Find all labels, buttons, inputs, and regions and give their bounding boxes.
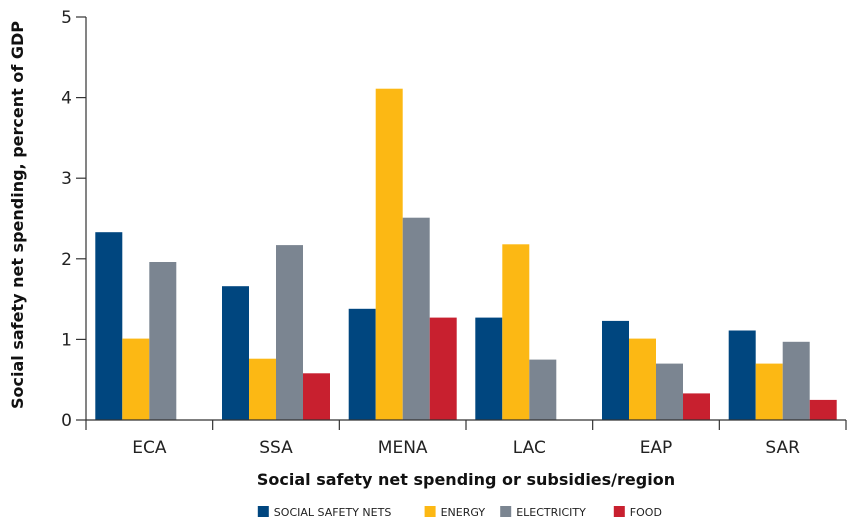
- bar-ssa-social-safety-nets: [222, 286, 249, 420]
- y-tick-label: 0: [61, 411, 72, 431]
- legend-label-social-safety-nets: SOCIAL SAFETY NETS: [274, 506, 392, 519]
- bar-eca-social-safety-nets: [95, 232, 123, 420]
- y-tick-label: 1: [61, 330, 72, 350]
- bar-eap-electricity: [656, 363, 683, 420]
- bar-mena-social-safety-nets: [348, 308, 376, 420]
- bar-eca-electricity: [149, 262, 177, 420]
- bar-eap-energy: [629, 338, 656, 420]
- bar-mena-food: [429, 317, 457, 420]
- bar-eap-food: [683, 393, 710, 420]
- x-tick-label-eap: EAP: [640, 438, 673, 458]
- x-tick-label-sar: SAR: [765, 438, 800, 458]
- x-tick-label-eca: ECA: [132, 438, 167, 458]
- bar-sar-electricity: [782, 341, 810, 420]
- bar-mena-electricity: [402, 217, 430, 420]
- y-tick-label: 2: [61, 250, 72, 270]
- legend-swatch-food: [613, 506, 625, 517]
- x-tick-label-mena: MENA: [378, 438, 428, 458]
- bar-lac-energy: [502, 244, 530, 420]
- axes-layer: [76, 16, 847, 430]
- legend-label-energy: ENERGY: [441, 506, 486, 519]
- legend-swatch-social-safety-nets: [257, 506, 269, 517]
- y-tick-label: 4: [61, 89, 72, 109]
- legend-label-electricity: ELECTRICITY: [516, 506, 586, 519]
- legend: SOCIAL SAFETY NETS ENERGY ELECTRICITY FOOD: [257, 506, 662, 519]
- legend-swatch-electricity: [500, 506, 512, 517]
- legend-label-food: FOOD: [630, 506, 662, 519]
- bar-sar-food: [809, 399, 837, 420]
- bar-ssa-food: [303, 373, 330, 420]
- y-axis-title: Social safety net spending, percent of G…: [8, 21, 27, 409]
- bar-lac-electricity: [529, 359, 557, 420]
- bar-sar-social-safety-nets: [728, 330, 756, 420]
- bar-mena-energy: [375, 88, 403, 420]
- y-tick-label: 3: [61, 169, 72, 189]
- bar-sar-energy: [755, 363, 783, 420]
- bars-layer: [95, 88, 837, 420]
- x-tick-label-ssa: SSA: [259, 438, 293, 458]
- x-axis-title: Social safety net spending or subsidies/…: [257, 470, 675, 489]
- y-tick-label: 5: [61, 8, 72, 28]
- bar-eap-social-safety-nets: [602, 320, 629, 420]
- bar-lac-social-safety-nets: [475, 317, 503, 420]
- legend-swatch-energy: [424, 506, 436, 517]
- bar-ssa-electricity: [276, 245, 303, 420]
- x-tick-label-lac: LAC: [513, 438, 546, 458]
- labels-layer: 0 1 2 3 4 5 ECA SSA MENA LAC EAP SAR: [61, 8, 800, 458]
- bar-ssa-energy: [249, 358, 276, 420]
- bar-eca-energy: [122, 338, 150, 420]
